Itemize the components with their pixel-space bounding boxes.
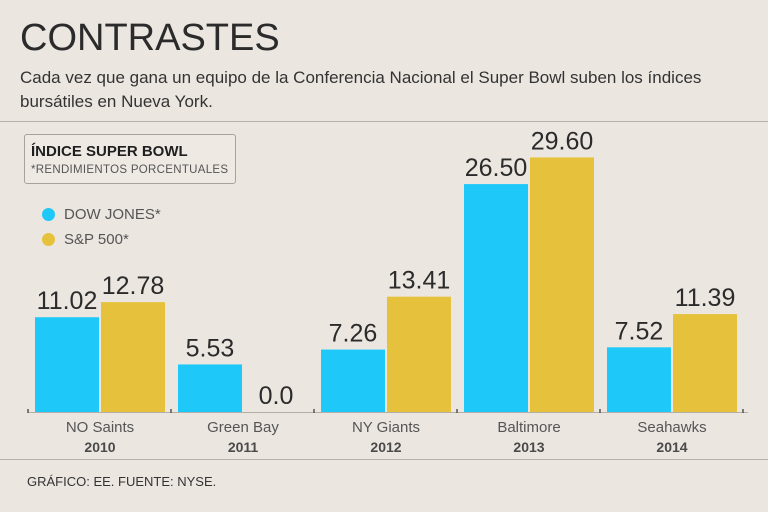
x-tick-label-green-bay: Green Bay	[207, 419, 279, 436]
data-label-sp500-no-saints: 12.78	[102, 272, 165, 300]
bar-sp500-baltimore	[530, 157, 594, 412]
bar-sp500-seahawks	[673, 314, 737, 412]
chart-subtitle: Cada vez que gana un equipo de la Confer…	[20, 68, 702, 111]
legend-item-sp500: S&P 500*	[42, 229, 129, 249]
x-year-label-2010: 2010	[84, 439, 115, 455]
data-label-dow-jones-no-saints: 11.02	[37, 287, 98, 315]
data-label-dow-jones-seahawks: 7.52	[615, 317, 664, 345]
legend-dot-dow-jones	[42, 207, 55, 221]
bar-sp500-ny-giants	[387, 296, 451, 412]
data-label-dow-jones-ny-giants: 7.26	[329, 320, 378, 348]
data-label-sp500-green-bay: 0.0	[259, 382, 294, 410]
x-tick-label-seahawks: Seahawks	[637, 419, 706, 436]
bar-sp500-no-saints	[101, 302, 165, 412]
bar-dow-jones-ny-giants	[321, 349, 385, 412]
data-label-dow-jones-baltimore: 26.50	[465, 154, 528, 182]
x-year-label-2011: 2011	[228, 439, 259, 455]
x-year-label-2014: 2014	[656, 439, 687, 455]
bar-dow-jones-no-saints	[35, 317, 99, 412]
chart-title: CONTRASTES	[20, 17, 280, 59]
bar-dow-jones-baltimore	[464, 184, 528, 412]
bar-dow-jones-seahawks	[607, 347, 671, 412]
legend-label-dow-jones: DOW JONES*	[64, 205, 161, 223]
x-tick-label-no-saints: NO Saints	[66, 419, 134, 436]
data-label-dow-jones-green-bay: 5.53	[186, 334, 235, 362]
bar-dow-jones-green-bay	[178, 364, 242, 412]
legend-item-dow-jones: DOW JONES*	[42, 204, 161, 224]
source-note: GRÁFICO: EE. FUENTE: NYSE.	[27, 474, 217, 489]
data-label-sp500-ny-giants: 13.41	[388, 267, 451, 295]
x-year-label-2012: 2012	[370, 439, 401, 455]
x-tick-label-baltimore: Baltimore	[497, 419, 560, 436]
legend-box-subtitle: *RENDIMIENTOS PORCENTUALES	[31, 164, 229, 176]
legend-box-title: ÍNDICE SUPER BOWL	[31, 143, 188, 160]
bottom-divider	[0, 459, 768, 460]
data-label-sp500-seahawks: 11.39	[675, 284, 736, 312]
data-label-sp500-baltimore: 29.60	[531, 127, 594, 155]
top-divider	[0, 121, 768, 122]
x-tick-label-ny-giants: NY Giants	[352, 419, 420, 436]
legend-box: ÍNDICE SUPER BOWL *RENDIMIENTOS PORCENTU…	[24, 134, 236, 184]
legend-label-sp500: S&P 500*	[64, 230, 129, 248]
legend-dot-sp500	[42, 232, 55, 246]
x-year-label-2013: 2013	[513, 439, 544, 455]
